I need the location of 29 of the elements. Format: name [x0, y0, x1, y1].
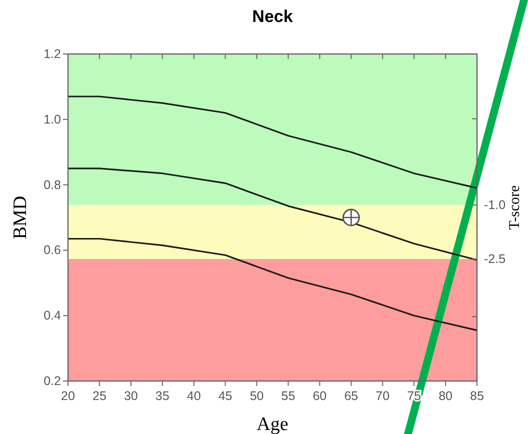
x-tick-label: 50	[250, 389, 264, 403]
y-tick-label: 1.2	[44, 47, 62, 61]
x-tick-label: 75	[407, 389, 422, 403]
y-tick-label: 0.8	[44, 178, 62, 192]
x-tick-label: 45	[218, 389, 232, 403]
x-tick-label: 65	[344, 389, 358, 403]
y2-axis-title: T-score	[507, 184, 523, 230]
y-tick-label: 0.4	[44, 308, 62, 323]
chart-title: Neck	[252, 7, 294, 26]
line-series	[67, 168, 478, 261]
x-tick-label: 55	[281, 389, 296, 403]
x-tick-label: 80	[438, 389, 453, 403]
y2-tick-label: -2.5	[484, 252, 506, 266]
y2-tick-label: -1.0	[484, 198, 506, 212]
y-tick-label: 0.6	[44, 243, 62, 258]
y-tick-label: 1.0	[44, 112, 62, 126]
line-series	[67, 238, 478, 332]
x-tick-label: 30	[124, 389, 138, 403]
line-series	[67, 96, 478, 189]
x-tick-label: 70	[376, 389, 390, 403]
x-tick-label: 40	[186, 389, 201, 403]
x-tick-label: 60	[312, 389, 327, 403]
x-tick-label: 25	[92, 389, 106, 403]
x-tick-label: 20	[61, 389, 75, 403]
x-tick-label: 85	[470, 389, 484, 403]
y-tick-label: 0.2	[44, 374, 62, 388]
x-tick-label: 35	[155, 389, 170, 403]
x-axis-title: Age	[256, 414, 288, 434]
y-axis-title: BMD	[10, 196, 31, 240]
